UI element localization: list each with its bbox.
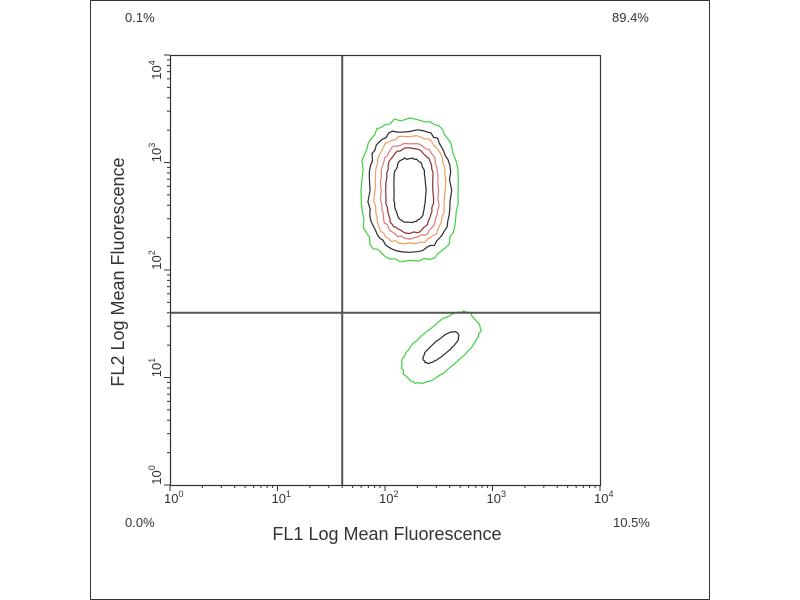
x-axis-label: FL1 Log Mean Fluorescence xyxy=(272,524,501,544)
y-axis-label: FL2 Log Mean Fluorescence xyxy=(108,157,128,386)
y-tick-exponent: 1 xyxy=(147,358,157,363)
figure-frame xyxy=(90,0,710,600)
y-tick-exponent: 0 xyxy=(147,465,157,470)
main-population-contour-2 xyxy=(367,129,453,253)
x-tick-exponent: 2 xyxy=(393,489,398,499)
main-population-contour-4 xyxy=(379,142,440,240)
x-tick-exponent: 1 xyxy=(286,489,291,499)
y-tick-exponent: 4 xyxy=(147,60,157,65)
secondary-population-contour-1 xyxy=(400,310,482,385)
x-tick-exponent: 0 xyxy=(178,489,183,499)
y-tick-exponent: 3 xyxy=(147,143,157,148)
quadrant-lower-right-percent: 10.5% xyxy=(613,515,650,530)
x-tick-exponent: 4 xyxy=(608,489,613,499)
y-tick-exponent: 2 xyxy=(147,250,157,255)
quadrant-upper-right-percent: 89.4% xyxy=(612,10,649,25)
secondary-population-contour-2 xyxy=(421,330,460,365)
main-population-contour-6 xyxy=(393,157,427,224)
quadrant-upper-left-percent: 0.1% xyxy=(125,10,155,25)
x-tick-exponent: 3 xyxy=(501,489,506,499)
main-population-contour-3 xyxy=(372,134,447,245)
main-population-contour-5 xyxy=(385,147,435,235)
main-population-contour-1 xyxy=(360,117,459,263)
quadrant-lower-left-percent: 0.0% xyxy=(125,515,155,530)
